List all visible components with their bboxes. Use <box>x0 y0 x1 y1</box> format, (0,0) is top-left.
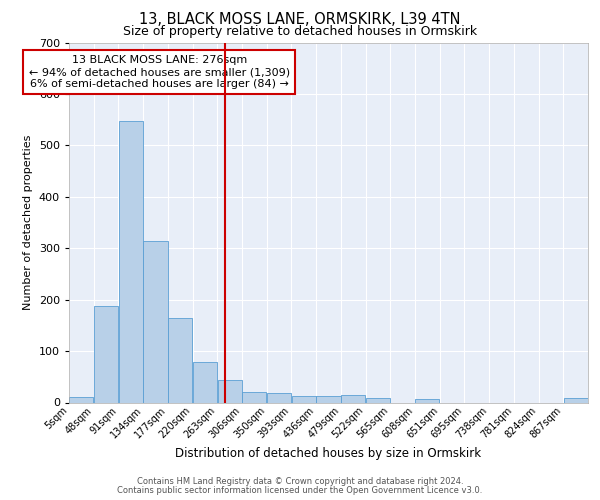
Bar <box>563 398 588 402</box>
Bar <box>366 398 390 402</box>
Bar <box>341 395 365 402</box>
Text: Contains public sector information licensed under the Open Government Licence v3: Contains public sector information licen… <box>118 486 482 495</box>
Bar <box>119 121 143 402</box>
Bar <box>193 362 217 403</box>
Y-axis label: Number of detached properties: Number of detached properties <box>23 135 33 310</box>
Bar <box>316 396 341 402</box>
Bar <box>292 396 316 402</box>
Bar <box>94 306 118 402</box>
Bar <box>143 241 167 402</box>
Bar <box>242 392 266 402</box>
Text: 13, BLACK MOSS LANE, ORMSKIRK, L39 4TN: 13, BLACK MOSS LANE, ORMSKIRK, L39 4TN <box>139 12 461 28</box>
X-axis label: Distribution of detached houses by size in Ormskirk: Distribution of detached houses by size … <box>175 447 482 460</box>
Text: 13 BLACK MOSS LANE: 276sqm
← 94% of detached houses are smaller (1,309)
6% of se: 13 BLACK MOSS LANE: 276sqm ← 94% of deta… <box>29 56 290 88</box>
Text: Contains HM Land Registry data © Crown copyright and database right 2024.: Contains HM Land Registry data © Crown c… <box>137 477 463 486</box>
Bar <box>168 318 193 402</box>
Bar <box>69 398 94 402</box>
Bar <box>218 380 242 402</box>
Bar <box>267 393 291 402</box>
Text: Size of property relative to detached houses in Ormskirk: Size of property relative to detached ho… <box>123 25 477 38</box>
Bar <box>415 399 439 402</box>
